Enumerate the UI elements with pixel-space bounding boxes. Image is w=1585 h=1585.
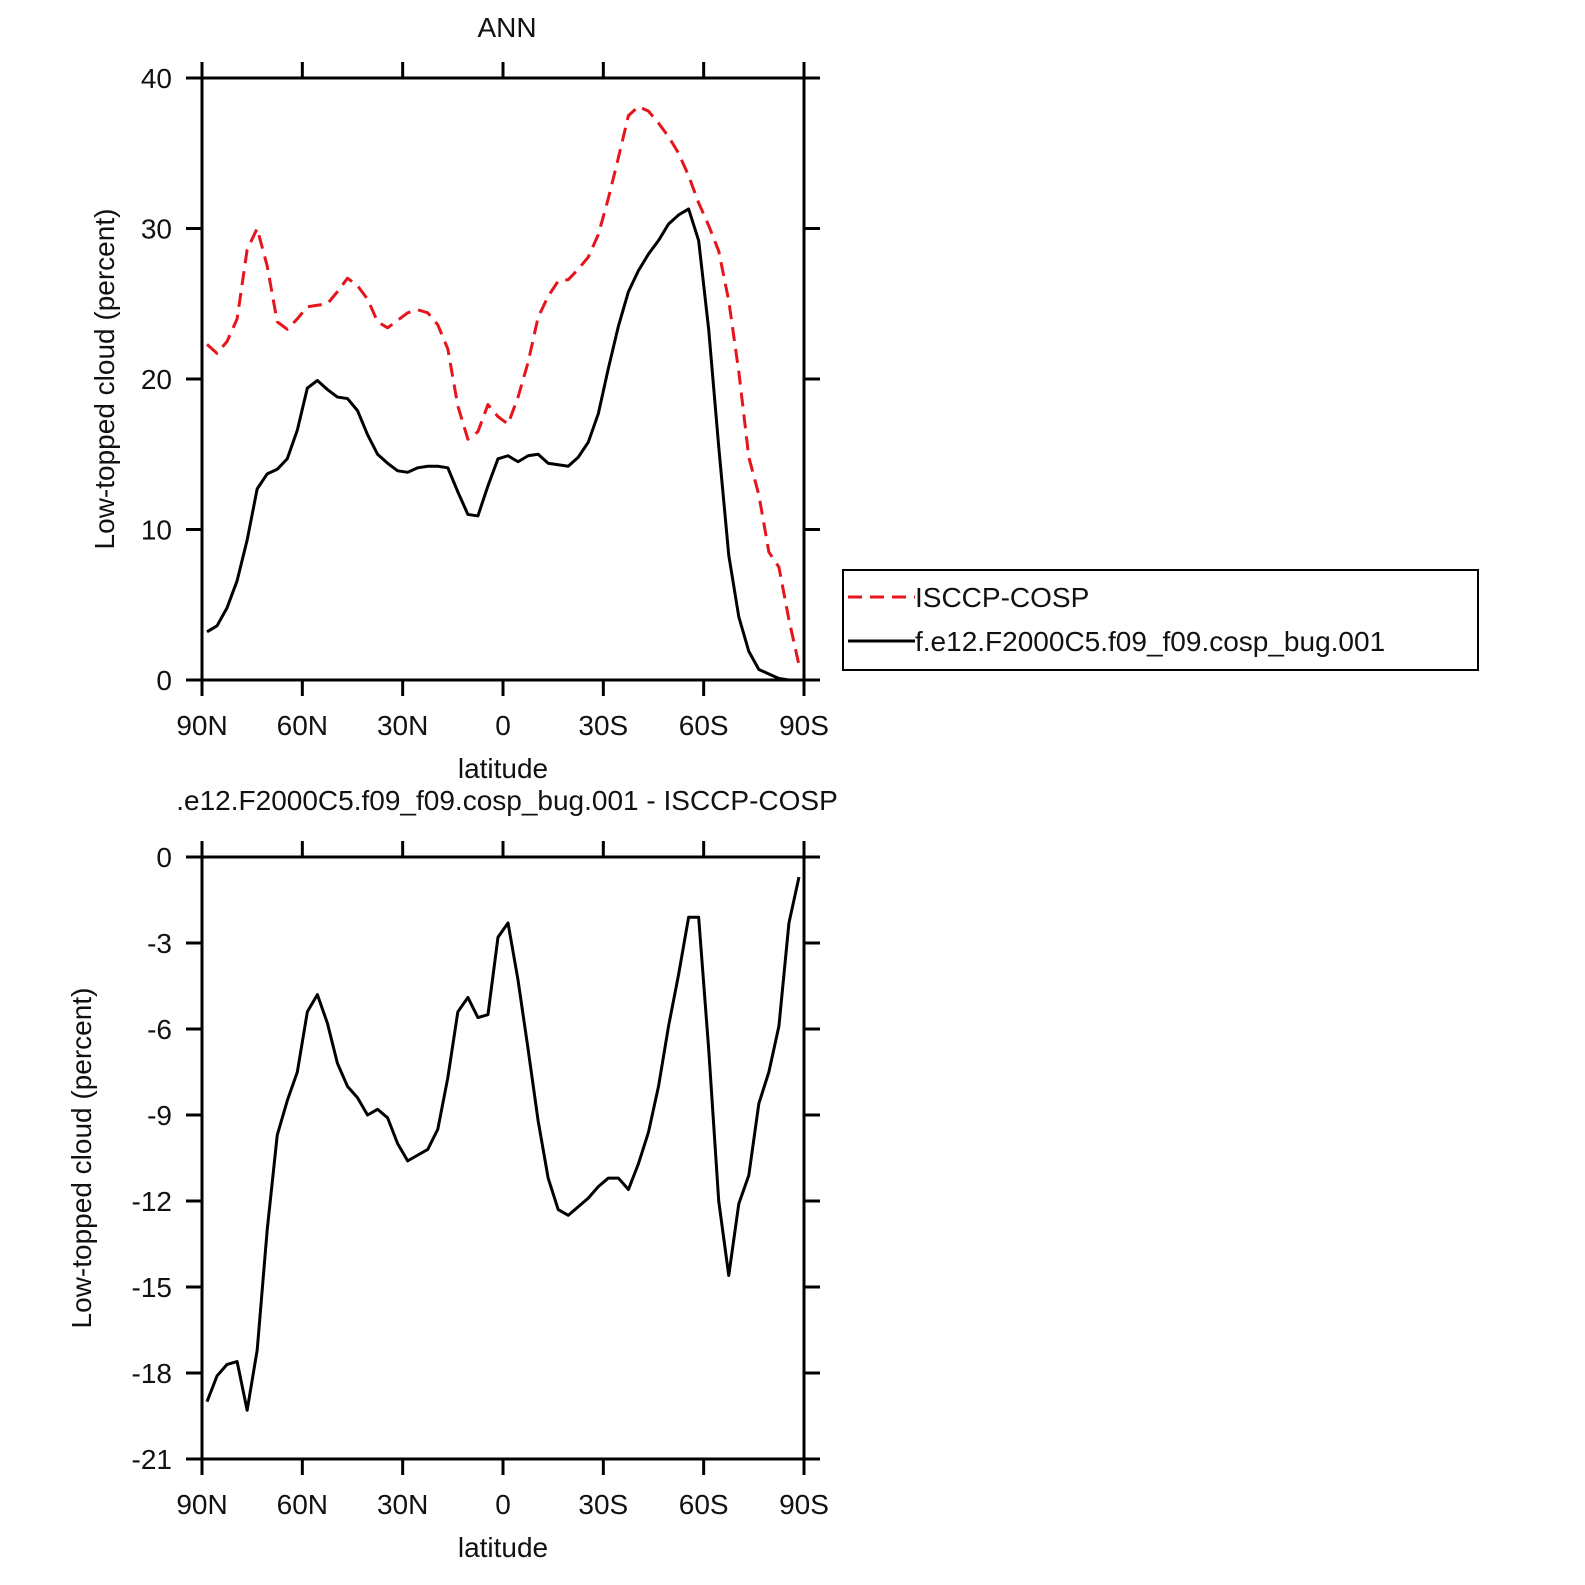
x-tick-label: 90S	[779, 710, 829, 741]
y-tick-label: 30	[141, 214, 172, 245]
x-tick-label: 90N	[176, 1489, 227, 1520]
x-tick-label: 90N	[176, 710, 227, 741]
x-tick-label: 0	[495, 710, 511, 741]
x-tick-label: 60S	[679, 710, 729, 741]
y-tick-label: -21	[132, 1444, 172, 1475]
data-line	[206, 105, 801, 666]
x-tick-label: 30S	[578, 1489, 628, 1520]
x-tick-label: 30N	[377, 1489, 428, 1520]
legend-label: f.e12.F2000C5.f09_f09.cosp_bug.001	[915, 626, 1385, 657]
y-tick-label: -15	[132, 1272, 172, 1303]
legend-box	[842, 569, 1479, 671]
plot-frame	[200, 855, 806, 1461]
y-tick-label: 0	[156, 842, 172, 873]
plot-frame	[200, 76, 806, 682]
x-tick-label: 60N	[277, 1489, 328, 1520]
y-tick-label: -6	[147, 1014, 172, 1045]
x-axis-label: latitude	[458, 753, 548, 784]
y-axis-label: Low-topped cloud (percent)	[66, 988, 97, 1329]
y-tick-label: -9	[147, 1100, 172, 1131]
x-tick-label: 60N	[277, 710, 328, 741]
x-tick-label: 0	[495, 1489, 511, 1520]
y-tick-label: 10	[141, 515, 172, 546]
legend-label: ISCCP-COSP	[915, 582, 1089, 613]
y-tick-label: -12	[132, 1186, 172, 1217]
data-line	[205, 876, 801, 1412]
y-axis-label: Low-topped cloud (percent)	[89, 209, 120, 550]
y-tick-label: 0	[156, 665, 172, 696]
y-tick-label: 40	[141, 63, 172, 94]
x-axis-label: latitude	[458, 1532, 548, 1563]
chart-title: .e12.F2000C5.f09_f09.cosp_bug.001 - ISCC…	[176, 785, 838, 816]
y-tick-label: -3	[147, 928, 172, 959]
y-tick-label: -18	[132, 1358, 172, 1389]
x-tick-label: 30N	[377, 710, 428, 741]
x-tick-label: 30S	[578, 710, 628, 741]
chart-title: ANN	[477, 12, 536, 43]
x-tick-label: 60S	[679, 1489, 729, 1520]
data-line	[206, 207, 799, 682]
x-tick-label: 90S	[779, 1489, 829, 1520]
y-tick-label: 20	[141, 364, 172, 395]
